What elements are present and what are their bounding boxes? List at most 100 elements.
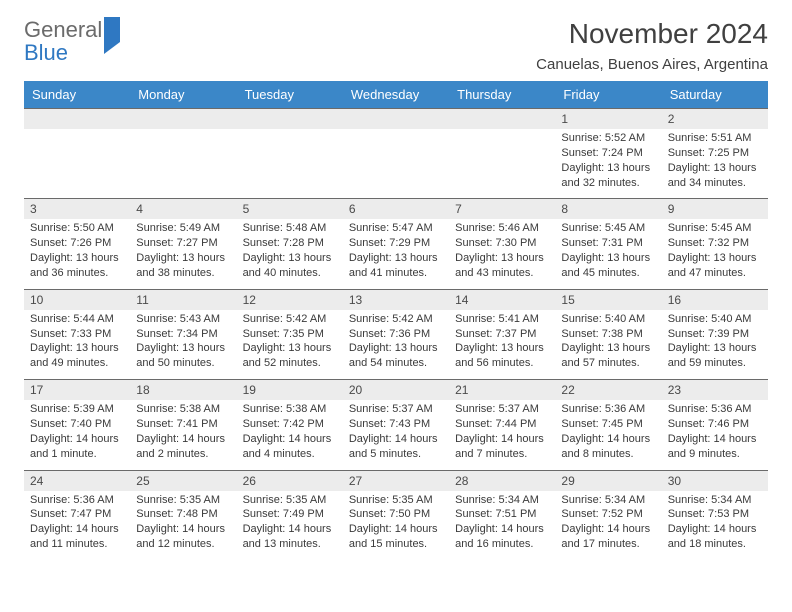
day-number-cell: 8 <box>555 198 661 219</box>
day-number-cell: 7 <box>449 198 555 219</box>
day-number: 23 <box>668 383 681 397</box>
sunset-text: Sunset: 7:51 PM <box>455 507 549 522</box>
sunset-text: Sunset: 7:42 PM <box>243 417 337 432</box>
daylight-text: Daylight: 13 hours and 56 minutes. <box>455 341 549 371</box>
sunrise-text: Sunrise: 5:35 AM <box>349 493 443 508</box>
day-number-cell: 16 <box>662 289 768 310</box>
day-details-cell: Sunrise: 5:38 AMSunset: 7:41 PMDaylight:… <box>130 400 236 469</box>
sunset-text: Sunset: 7:35 PM <box>243 327 337 342</box>
day-details-cell: Sunrise: 5:40 AMSunset: 7:38 PMDaylight:… <box>555 310 661 379</box>
sunset-text: Sunset: 7:26 PM <box>30 236 124 251</box>
daylight-text: Daylight: 13 hours and 43 minutes. <box>455 251 549 281</box>
day-number-cell: 12 <box>237 289 343 310</box>
logo-text: General Blue <box>24 18 120 64</box>
day-number: 21 <box>455 383 468 397</box>
day-number-row: 17181920212223 <box>24 379 768 400</box>
sunrise-text: Sunrise: 5:36 AM <box>30 493 124 508</box>
daylight-text: Daylight: 13 hours and 52 minutes. <box>243 341 337 371</box>
sunset-text: Sunset: 7:49 PM <box>243 507 337 522</box>
day-number: 17 <box>30 383 43 397</box>
day-number-cell: 25 <box>130 470 236 491</box>
sunset-text: Sunset: 7:24 PM <box>561 146 655 161</box>
daylight-text: Daylight: 14 hours and 13 minutes. <box>243 522 337 552</box>
day-details-cell: Sunrise: 5:36 AMSunset: 7:45 PMDaylight:… <box>555 400 661 469</box>
daylight-text: Daylight: 14 hours and 5 minutes. <box>349 432 443 462</box>
day-details-cell: Sunrise: 5:34 AMSunset: 7:52 PMDaylight:… <box>555 491 661 560</box>
day-details-cell: Sunrise: 5:46 AMSunset: 7:30 PMDaylight:… <box>449 219 555 288</box>
sunset-text: Sunset: 7:44 PM <box>455 417 549 432</box>
sunset-text: Sunset: 7:33 PM <box>30 327 124 342</box>
day-number: 3 <box>30 202 37 216</box>
sunset-text: Sunset: 7:30 PM <box>455 236 549 251</box>
weekday-thursday: Thursday <box>449 81 555 108</box>
daylight-text: Daylight: 14 hours and 17 minutes. <box>561 522 655 552</box>
day-number-cell: 17 <box>24 379 130 400</box>
day-number: 22 <box>561 383 574 397</box>
sunrise-text: Sunrise: 5:36 AM <box>668 402 762 417</box>
day-number-cell <box>237 108 343 129</box>
day-number-cell: 14 <box>449 289 555 310</box>
calendar-page: General Blue November 2024 Canuelas, Bue… <box>0 0 792 578</box>
day-details-cell <box>237 129 343 198</box>
logo-word-general: General <box>24 17 102 42</box>
day-details-cell: Sunrise: 5:38 AMSunset: 7:42 PMDaylight:… <box>237 400 343 469</box>
day-number-cell: 30 <box>662 470 768 491</box>
daylight-text: Daylight: 13 hours and 47 minutes. <box>668 251 762 281</box>
day-details-cell: Sunrise: 5:45 AMSunset: 7:32 PMDaylight:… <box>662 219 768 288</box>
day-details-cell: Sunrise: 5:34 AMSunset: 7:51 PMDaylight:… <box>449 491 555 560</box>
sunrise-text: Sunrise: 5:40 AM <box>668 312 762 327</box>
day-details-cell: Sunrise: 5:35 AMSunset: 7:50 PMDaylight:… <box>343 491 449 560</box>
daylight-text: Daylight: 14 hours and 8 minutes. <box>561 432 655 462</box>
sunrise-text: Sunrise: 5:34 AM <box>668 493 762 508</box>
sunrise-text: Sunrise: 5:36 AM <box>561 402 655 417</box>
sunset-text: Sunset: 7:36 PM <box>349 327 443 342</box>
sunrise-text: Sunrise: 5:43 AM <box>136 312 230 327</box>
sunset-text: Sunset: 7:45 PM <box>561 417 655 432</box>
day-number: 18 <box>136 383 149 397</box>
sunrise-text: Sunrise: 5:44 AM <box>30 312 124 327</box>
sunset-text: Sunset: 7:34 PM <box>136 327 230 342</box>
day-number-cell: 29 <box>555 470 661 491</box>
day-number: 12 <box>243 293 256 307</box>
day-number: 26 <box>243 474 256 488</box>
sunset-text: Sunset: 7:39 PM <box>668 327 762 342</box>
day-details-cell: Sunrise: 5:52 AMSunset: 7:24 PMDaylight:… <box>555 129 661 198</box>
sunrise-text: Sunrise: 5:52 AM <box>561 131 655 146</box>
day-number: 5 <box>243 202 250 216</box>
sunset-text: Sunset: 7:28 PM <box>243 236 337 251</box>
day-number-cell: 11 <box>130 289 236 310</box>
sunset-text: Sunset: 7:47 PM <box>30 507 124 522</box>
day-details-row: Sunrise: 5:36 AMSunset: 7:47 PM Daylight:… <box>24 491 768 560</box>
month-title: November 2024 <box>536 18 768 50</box>
daylight-text: Daylight: 14 hours and 18 minutes. <box>668 522 762 552</box>
day-number: 8 <box>561 202 568 216</box>
day-number: 14 <box>455 293 468 307</box>
title-block: November 2024 Canuelas, Buenos Aires, Ar… <box>536 18 768 73</box>
weekday-saturday: Saturday <box>662 81 768 108</box>
sunset-text: Sunset: 7:27 PM <box>136 236 230 251</box>
day-number-cell: 5 <box>237 198 343 219</box>
day-details-cell: Sunrise: 5:42 AMSunset: 7:35 PMDaylight:… <box>237 310 343 379</box>
daylight-text: Daylight: 13 hours and 59 minutes. <box>668 341 762 371</box>
daylight-text: Daylight: 14 hours and 4 minutes. <box>243 432 337 462</box>
daylight-text: Daylight: 13 hours and 54 minutes. <box>349 341 443 371</box>
day-details-cell: Sunrise: 5:37 AMSunset: 7:43 PMDaylight:… <box>343 400 449 469</box>
day-number-cell: 13 <box>343 289 449 310</box>
day-number-cell: 15 <box>555 289 661 310</box>
day-details-cell: Sunrise: 5:40 AMSunset: 7:39 PMDaylight:… <box>662 310 768 379</box>
day-number-cell: 10 <box>24 289 130 310</box>
day-details-cell <box>343 129 449 198</box>
day-details-cell: Sunrise: 5:48 AMSunset: 7:28 PMDaylight:… <box>237 219 343 288</box>
sunset-text: Sunset: 7:31 PM <box>561 236 655 251</box>
day-details-cell: Sunrise: 5:49 AMSunset: 7:27 PMDaylight:… <box>130 219 236 288</box>
day-number-cell <box>343 108 449 129</box>
sunset-text: Sunset: 7:37 PM <box>455 327 549 342</box>
day-number-row: 24252627282930 <box>24 470 768 491</box>
day-number-cell: 24 <box>24 470 130 491</box>
sunset-text: Sunset: 7:43 PM <box>349 417 443 432</box>
day-details-cell: Sunrise: 5:35 AMSunset: 7:48 PMDaylight:… <box>130 491 236 560</box>
triangle-icon <box>104 17 120 54</box>
day-number-cell: 9 <box>662 198 768 219</box>
daylight-text: Daylight: 14 hours and 7 minutes. <box>455 432 549 462</box>
day-number-row: 3456789 <box>24 198 768 219</box>
